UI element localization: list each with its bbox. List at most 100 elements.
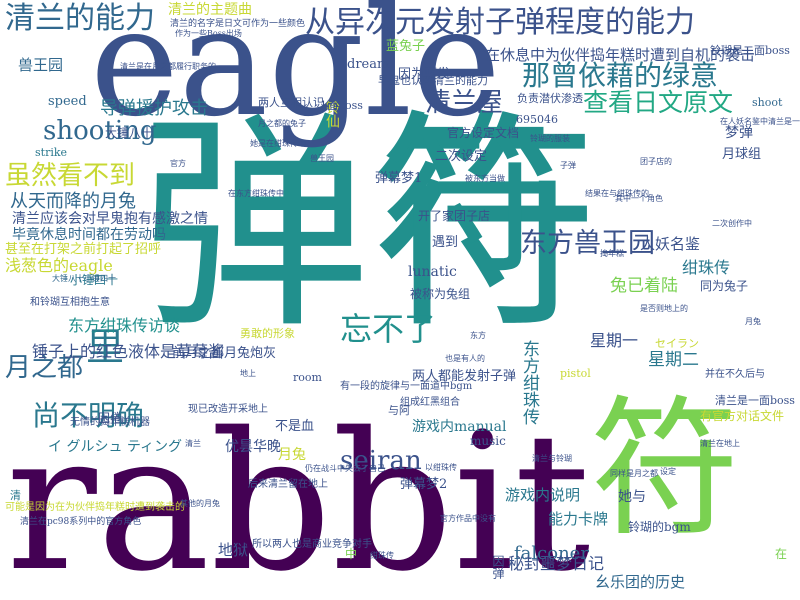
word-saint: セイラン xyxy=(655,337,699,350)
tiny-word: 清兰与铃瑚 xyxy=(532,454,572,463)
word-game-desc: 游戏内说明 xyxy=(505,486,581,504)
word-rest-attack: 在休息中为伙伴捣年糕时遭到自机的袭击 xyxy=(485,46,756,64)
word-sealed-diary: 秘封噩梦日记 xyxy=(508,554,605,573)
word-hell: 地狱 xyxy=(218,541,249,559)
word-room: room xyxy=(293,371,322,384)
word-moon-city: 月之都 xyxy=(5,353,84,383)
word-hammer-sub: 小锤四十 xyxy=(70,273,119,287)
word-music-history: 幺乐团的历史 xyxy=(595,573,686,591)
word-east-beast: 东方兽王园 xyxy=(520,228,655,259)
tiny-word: 团子店的 xyxy=(640,157,672,166)
word-ability-long: 从异次元发射子弹程度的能力 xyxy=(305,5,695,40)
word-fuqi: 负责潜伏渗透 xyxy=(517,92,583,105)
tiny-word: 大锤八十小锤四十 xyxy=(52,274,116,283)
word-met: 遇到 xyxy=(432,235,459,250)
word-rabbit: rabbit xyxy=(6,392,591,600)
word-yue: 与阿 xyxy=(388,404,410,417)
tiny-word: 清兰的名字是日文可作为一些颜色 xyxy=(170,19,306,29)
word-pale-eagle: 浅葱色的eagle xyxy=(5,256,113,275)
word-strike: strike xyxy=(35,146,68,159)
tiny-word: 官方 xyxy=(170,159,186,168)
word-beast-garden: 兽王园 xyxy=(18,56,64,74)
tiny-word: 子弹 xyxy=(560,161,576,170)
word-not-visible: 虽然看不到 xyxy=(5,161,136,191)
tiny-word: 有一段的旋律与一面道中bgm xyxy=(340,381,473,392)
tiny-word: 现已改造开采地上 xyxy=(188,404,268,415)
word-yin-dan: 因弹 xyxy=(491,555,505,579)
word-shoot: shoot xyxy=(752,96,783,109)
tiny-word: 地上 xyxy=(240,369,256,378)
tiny-word: 兽王园 xyxy=(310,154,334,163)
word-card-ability: 能力卡牌 xyxy=(548,510,609,528)
word-num: 695046 xyxy=(516,113,558,126)
word-fu-mid: 符 xyxy=(380,96,555,299)
tiny-word: 二次创作中 xyxy=(712,219,752,228)
word-busy-rest: 毕竟休息时间都在劳动吗 xyxy=(12,227,166,243)
tiny-word: 清兰是在月之都履行职务的 xyxy=(120,62,216,71)
tiny-word: 作为一些Boss出场 xyxy=(175,29,242,38)
tiny-word: 所以两人也是商业竞争对手 xyxy=(252,539,372,550)
word-gensokyo-manual: 游戏内manual xyxy=(412,419,507,435)
tiny-word: 是否则地上的 xyxy=(640,304,688,313)
tiny-word: 清兰在pc98系列中的官方角色 xyxy=(20,517,142,527)
word-same-rabbit: 同为兔子 xyxy=(700,279,749,293)
tiny-word: 后来清兰留在地上 xyxy=(248,479,328,490)
word-danmaku-1: 弹幕梦1 xyxy=(375,171,423,186)
word-star-2: 星期二 xyxy=(648,350,699,370)
word-ta-zhi: 她与 xyxy=(618,489,646,505)
word-qinglan-thanks: 清兰应该会对早鬼抱有感激之情 xyxy=(12,211,208,227)
word-li: 里 xyxy=(86,325,125,369)
word-open-shop: 开了家团子店 xyxy=(418,209,491,223)
tiny-word: 可能是因为在为伙伴捣年糕时遭到袭击的 xyxy=(5,502,185,513)
tiny-word: 仍在战斗中失去了自己 xyxy=(305,464,385,473)
word-pistol: pistol xyxy=(560,367,591,380)
word-lunatic: lunatic xyxy=(408,264,457,280)
tiny-word: 月之都的兔子 xyxy=(258,119,306,128)
word-speed: speed xyxy=(48,94,87,109)
word-yuin: 优昙华晚 xyxy=(225,439,281,455)
tiny-word: 其他的月兔 xyxy=(180,499,220,508)
word-big-hammer: 大锤八十 xyxy=(105,126,154,140)
word-boss-dream: 清兰是一面boss xyxy=(715,394,795,407)
word-fu-right: 符 xyxy=(590,383,741,557)
word-japanese-original: 查看日文原文 xyxy=(583,88,734,117)
word-danfu: 弹符 xyxy=(140,93,601,360)
word-rabbit-landing: 兔已着陆 xyxy=(610,276,678,296)
tiny-word: 她是在绀珠传中 xyxy=(250,139,306,148)
word-moon-tsukitoo: 月球组 xyxy=(722,147,762,162)
tiny-word: 在东方绀珠传中 xyxy=(228,189,284,198)
word-game-info: 有官方对话文件 xyxy=(700,409,785,423)
word-danmaku-2: 弹幕梦2 xyxy=(400,477,448,492)
word-dream: dream xyxy=(347,57,390,72)
word-two-boss: 两人互相认识 xyxy=(258,96,324,109)
word-rabbit-fell: 从天而降的月兔 xyxy=(10,191,136,212)
tiny-word: 和铃瑚互相抱生意 xyxy=(30,297,110,308)
word-boss-1: 1面boss xyxy=(320,99,363,112)
tiny-word: 月兔 xyxy=(745,317,761,326)
tiny-word: 清兰 xyxy=(185,439,201,448)
word-qinglan-ability: 清兰的能力 xyxy=(5,1,155,36)
word-ever-ringo: 铃瑚的bgm xyxy=(628,520,691,534)
word-tsuki-usagi: 月兔 xyxy=(278,447,306,463)
tiny-word: 铃瑚的服装 xyxy=(530,134,570,143)
word-zai: 在 xyxy=(775,547,788,561)
word-tenpura: 被称为兔组 xyxy=(410,287,471,301)
tiny-word: 绀珠传 xyxy=(370,551,394,560)
tiny-word: 设定 xyxy=(660,467,676,476)
word-falconer: falconer xyxy=(514,543,589,564)
word-second-setting: 二次设定 xyxy=(435,149,488,164)
word-seiran: seiran xyxy=(340,446,422,476)
word-not-gone: 不是血 xyxy=(275,419,315,434)
word-apologize: 甚至在打架之前打起了招呼 xyxy=(5,242,162,257)
word-kanji-keikaku: 人妖名鉴 xyxy=(640,235,701,253)
word-later-ruin: 并在不久后与 xyxy=(705,369,765,380)
tiny-word: 清兰在地上 xyxy=(700,439,740,448)
word-gensokyo-visit: 东方绀珠传访谈 xyxy=(68,316,181,335)
word-music: music xyxy=(470,434,506,448)
word-ringo-q: 铃瑚是二面boss xyxy=(710,44,790,57)
word-kanjuden-v: 东方绀珠传 xyxy=(519,340,539,425)
word-ling-xian: 铃仙 xyxy=(324,100,340,128)
tiny-word: 也是有人的 xyxy=(445,354,485,363)
word-star-1: 星期一 xyxy=(590,331,639,350)
